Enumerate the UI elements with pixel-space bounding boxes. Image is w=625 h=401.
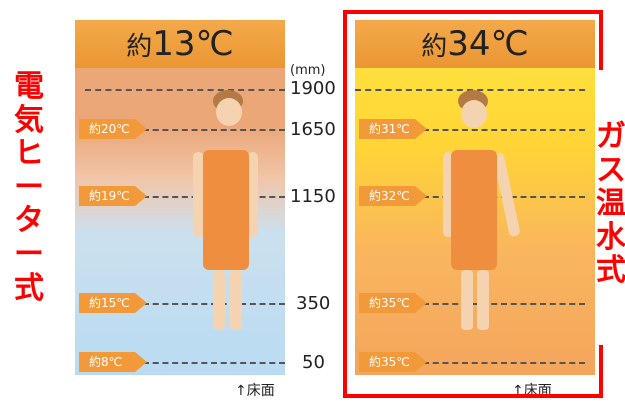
left-header: 約13℃ xyxy=(75,20,285,68)
left-temp-tag: 約19℃ xyxy=(79,186,147,206)
line-1900 xyxy=(85,89,285,91)
left-panel: 約13℃ 約20℃ 約19℃ 約15℃ 約8℃ xyxy=(75,20,285,375)
line-50 xyxy=(143,362,285,364)
right-header: 約34℃ xyxy=(355,20,595,68)
left-temp-tag: 約20℃ xyxy=(79,119,147,139)
right-temp-tag: 約35℃ xyxy=(359,293,427,313)
line-1650 xyxy=(143,129,285,131)
right-panel: 約34℃ 約31℃ 約32℃ 約35℃ 約35℃ xyxy=(355,20,595,375)
right-heater-label: ガ ス 温 水 式 xyxy=(596,119,625,289)
line-1650-r xyxy=(423,129,585,131)
left-temp-tag: 約15℃ xyxy=(79,293,147,313)
right-header-temp: 34℃ xyxy=(447,24,529,64)
right-temp-tag: 約35℃ xyxy=(359,352,427,372)
left-header-prefix: 約 xyxy=(126,32,153,62)
unit-label: (mm) xyxy=(290,63,326,78)
height-350: 350 xyxy=(296,293,331,314)
right-header-prefix: 約 xyxy=(421,32,448,62)
height-1150: 1150 xyxy=(290,186,336,207)
line-50-r xyxy=(423,362,585,364)
right-temp-tag: 約31℃ xyxy=(359,119,427,139)
height-1650: 1650 xyxy=(290,119,336,140)
left-floor-label: ↑床面 xyxy=(235,383,275,399)
right-temp-tag: 約32℃ xyxy=(359,186,427,206)
left-header-temp: 13℃ xyxy=(152,24,234,64)
line-350-r xyxy=(423,303,585,305)
left-heater-label: 電 気 ヒ ー タ ー 式 xyxy=(14,69,44,306)
left-temp-tag: 約8℃ xyxy=(79,352,147,372)
height-1900: 1900 xyxy=(290,78,336,99)
height-50: 50 xyxy=(302,352,325,373)
